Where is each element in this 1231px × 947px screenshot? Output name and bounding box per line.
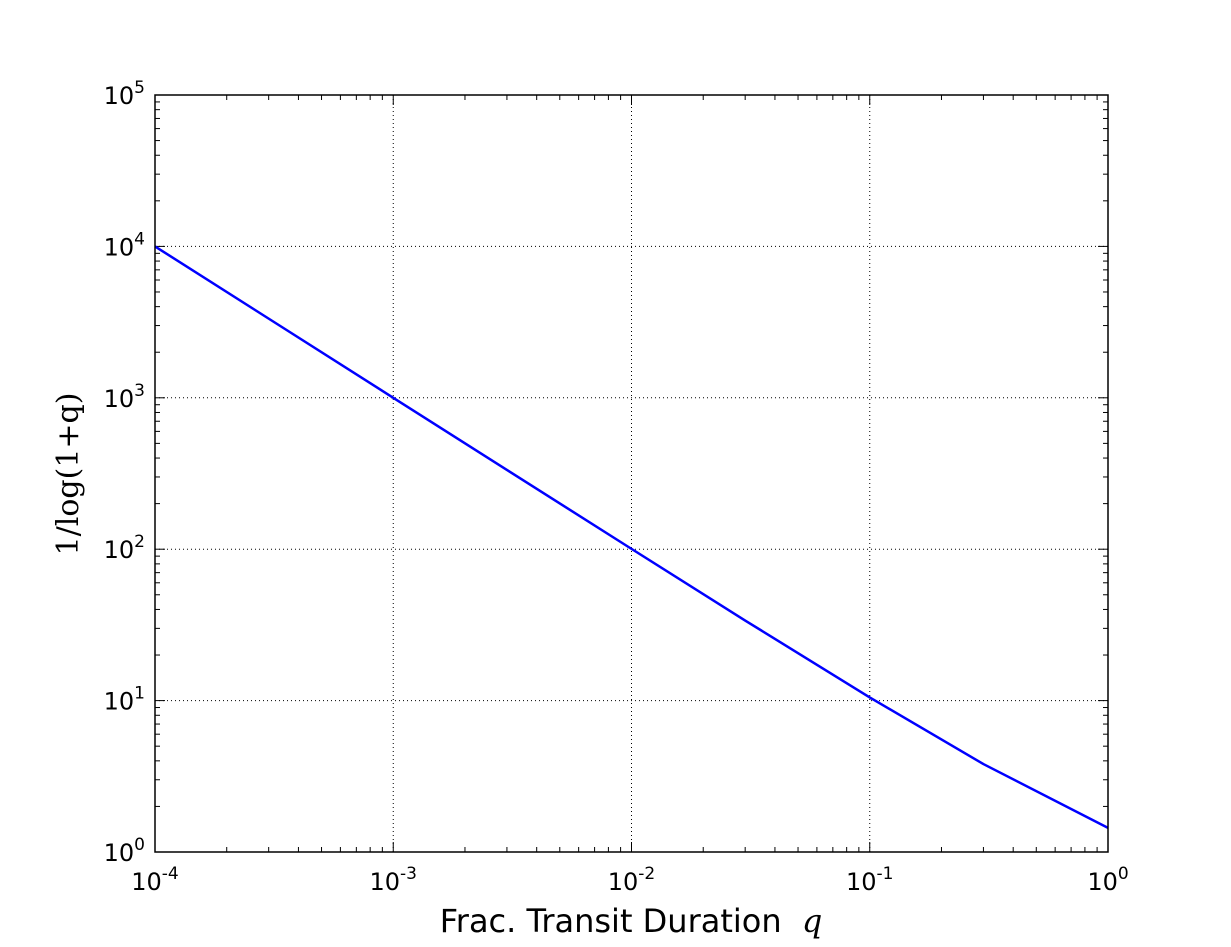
y-tick-label: 102 bbox=[104, 532, 145, 564]
x-axis-label: Frac. Transit Duration q bbox=[440, 902, 823, 940]
y-axis-label: 1/log(1+q) bbox=[51, 393, 86, 556]
y-tick-exponent: 0 bbox=[134, 835, 145, 855]
x-tick-label: 10-3 bbox=[370, 864, 418, 896]
x-tick-base: 10 bbox=[846, 868, 877, 896]
y-tick-base: 10 bbox=[104, 385, 135, 413]
series-line bbox=[154, 245, 1109, 830]
x-tick-base: 10 bbox=[131, 868, 162, 896]
x-tick-exponent: -3 bbox=[400, 864, 417, 884]
y-tick-exponent: 5 bbox=[134, 78, 145, 98]
major-ticks bbox=[154, 94, 1109, 853]
series-layer bbox=[154, 245, 1109, 830]
x-axis-label-symbol: q bbox=[802, 902, 822, 940]
x-axis-label-text: Frac. Transit Duration bbox=[440, 902, 782, 940]
y-tick-exponent: 1 bbox=[134, 684, 145, 704]
x-tick-base: 10 bbox=[608, 868, 639, 896]
y-tick-label: 103 bbox=[104, 381, 145, 413]
x-tick-exponent: 0 bbox=[1118, 864, 1129, 884]
y-tick-base: 10 bbox=[104, 839, 135, 867]
x-tick-label: 10-4 bbox=[131, 864, 179, 896]
x-tick-label: 10-1 bbox=[846, 864, 894, 896]
y-tick-label: 104 bbox=[104, 229, 145, 261]
x-tick-label: 10-2 bbox=[608, 864, 656, 896]
y-tick-base: 10 bbox=[104, 688, 135, 716]
y-tick-base: 10 bbox=[104, 82, 135, 110]
x-tick-base: 10 bbox=[1087, 868, 1118, 896]
y-tick-exponent: 4 bbox=[134, 229, 145, 249]
y-tick-base: 10 bbox=[104, 233, 135, 261]
y-tick-base: 10 bbox=[104, 536, 135, 564]
x-tick-base: 10 bbox=[370, 868, 401, 896]
x-tick-label: 100 bbox=[1087, 864, 1128, 896]
x-tick-exponent: -2 bbox=[638, 864, 655, 884]
x-tick-exponent: -4 bbox=[162, 864, 179, 884]
y-tick-label: 105 bbox=[104, 78, 145, 110]
x-tick-exponent: -1 bbox=[877, 864, 894, 884]
grid-lines bbox=[155, 95, 1108, 852]
y-tick-exponent: 2 bbox=[134, 532, 145, 552]
x-tick-labels: 10-4 10-3 10-2 10-1 100 bbox=[131, 864, 1128, 896]
minor-ticks bbox=[155, 95, 1108, 852]
y-tick-label: 101 bbox=[104, 684, 145, 716]
plot-frame bbox=[154, 94, 1109, 853]
y-tick-label: 100 bbox=[104, 835, 145, 867]
y-tick-exponent: 3 bbox=[134, 381, 145, 401]
